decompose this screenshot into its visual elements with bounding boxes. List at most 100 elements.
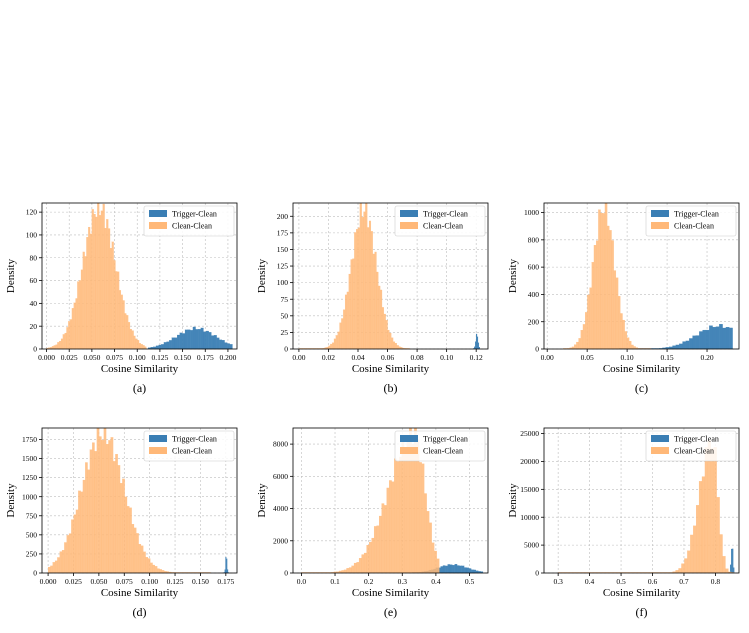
- bar-clean-clean: [574, 344, 577, 349]
- bar-trigger-clean: [208, 332, 212, 349]
- axes-frame: [41, 427, 238, 574]
- bar-clean-clean: [339, 322, 342, 349]
- y-axis-label: Density: [507, 258, 519, 293]
- bar-trigger-clean: [715, 326, 720, 349]
- legend: Trigger-Clean Clean-Clean: [143, 430, 235, 462]
- bar-trigger-clean: [177, 334, 180, 349]
- bar-clean-clean: [47, 566, 51, 573]
- bar-clean-clean: [365, 203, 368, 349]
- bar-trigger-clean: [227, 343, 230, 349]
- x-tick-label: 0.4: [585, 577, 595, 586]
- bar-clean-clean: [378, 515, 382, 573]
- bar-clean-clean: [53, 345, 56, 349]
- bar-clean-clean: [91, 209, 94, 349]
- bar-trigger-clean: [682, 341, 686, 349]
- bar-trigger-clean: [195, 329, 199, 349]
- bar-clean-clean: [704, 447, 708, 573]
- bar-clean-clean: [140, 545, 144, 573]
- x-tick-label: 0.125: [167, 577, 184, 586]
- x-tick-label: 0.05: [581, 353, 594, 362]
- bar-clean-clean: [96, 428, 100, 573]
- bar-clean-clean: [145, 557, 149, 573]
- legend-label: Clean-Clean: [172, 222, 212, 231]
- legend-swatch: [651, 435, 669, 442]
- x-tick-label: 0.150: [174, 353, 191, 362]
- bar-trigger-clean: [216, 337, 220, 349]
- y-tick-label: 0: [33, 345, 37, 354]
- x-tick-label: 0.00: [292, 353, 305, 362]
- bar-clean-clean: [133, 527, 137, 573]
- bar-clean-clean: [103, 428, 107, 573]
- bar-clean-clean: [615, 277, 619, 349]
- x-tick-label: 0.175: [217, 577, 234, 586]
- bar-clean-clean: [109, 247, 112, 349]
- bar-clean-clean: [89, 233, 92, 349]
- y-tick-label: 100: [26, 231, 38, 240]
- y-tick-label: 400: [528, 290, 540, 299]
- x-axis-label: Cosine Similarity: [352, 587, 430, 599]
- x-tick-label: 0.20: [700, 353, 713, 362]
- bar-clean-clean: [356, 229, 359, 349]
- bar-clean-clean: [394, 458, 397, 573]
- legend: Trigger-Clean Clean-Clean: [645, 430, 737, 462]
- bar-clean-clean: [128, 322, 131, 349]
- y-tick-label: 750: [26, 511, 38, 520]
- bar-clean-clean: [333, 338, 336, 349]
- bar-clean-clean: [61, 550, 65, 573]
- bar-trigger-clean: [477, 342, 480, 349]
- bar-clean-clean: [131, 524, 135, 573]
- bar-trigger-clean: [471, 569, 474, 573]
- bar-clean-clean: [147, 558, 151, 573]
- legend-label: Clean-Clean: [674, 447, 714, 456]
- bar-clean-clean: [120, 294, 123, 349]
- bar-clean-clean: [341, 318, 344, 349]
- bar-clean-clean: [361, 554, 365, 573]
- bar-clean-clean: [117, 271, 120, 349]
- y-tick-label: 250: [26, 550, 38, 559]
- bar-clean-clean: [138, 544, 142, 573]
- bar-clean-clean: [115, 454, 118, 573]
- bar-clean-clean: [136, 533, 139, 573]
- bar-clean-clean: [386, 487, 390, 573]
- bar-clean-clean: [78, 490, 81, 573]
- bar-clean-clean: [371, 537, 375, 573]
- bar-trigger-clean: [702, 329, 707, 349]
- bar-clean-clean: [719, 534, 723, 573]
- axes-frame: [292, 427, 489, 574]
- bar-trigger-clean: [166, 341, 170, 349]
- bar-clean-clean: [133, 335, 136, 349]
- bar-clean-clean: [129, 328, 132, 349]
- legend-label: Trigger-Clean: [674, 210, 719, 219]
- bar-trigger-clean: [224, 569, 226, 573]
- bar-clean-clean: [681, 563, 685, 573]
- bar-clean-clean: [79, 280, 82, 349]
- y-axis-label: Density: [5, 483, 17, 518]
- bar-trigger-clean: [445, 565, 448, 573]
- bar-clean-clean: [119, 483, 123, 573]
- bar-clean-clean: [64, 332, 67, 349]
- bar-clean-clean: [411, 444, 415, 573]
- y-tick-label: 150: [277, 245, 289, 254]
- panel-f: 0.3 0.4 0.5 0.6 0.7 0.8 0 5000 10000 15000 20000 25…: [507, 427, 740, 619]
- legend-label: Clean-Clean: [172, 447, 212, 456]
- x-tick-label: 0.075: [106, 353, 123, 362]
- bar-clean-clean: [332, 342, 335, 349]
- bar-clean-clean: [353, 562, 357, 573]
- legend-swatch: [149, 447, 167, 454]
- legend-label: Clean-Clean: [674, 222, 714, 231]
- bar-clean-clean: [330, 343, 333, 349]
- panel-caption: (e): [384, 605, 397, 619]
- bar-clean-clean: [609, 230, 612, 349]
- bar-clean-clean: [108, 228, 111, 349]
- bar-clean-clean: [150, 562, 153, 573]
- axes-frame: [543, 427, 740, 574]
- bar-clean-clean: [337, 331, 340, 349]
- x-tick-label: 0.4: [431, 577, 441, 586]
- bar-clean-clean: [71, 519, 74, 573]
- bar-clean-clean: [52, 562, 56, 573]
- y-tick-label: 175: [277, 228, 289, 237]
- bar-clean-clean: [50, 565, 53, 573]
- bars: [563, 203, 733, 349]
- y-tick-label: 20000: [520, 457, 539, 466]
- bar-clean-clean: [59, 340, 62, 349]
